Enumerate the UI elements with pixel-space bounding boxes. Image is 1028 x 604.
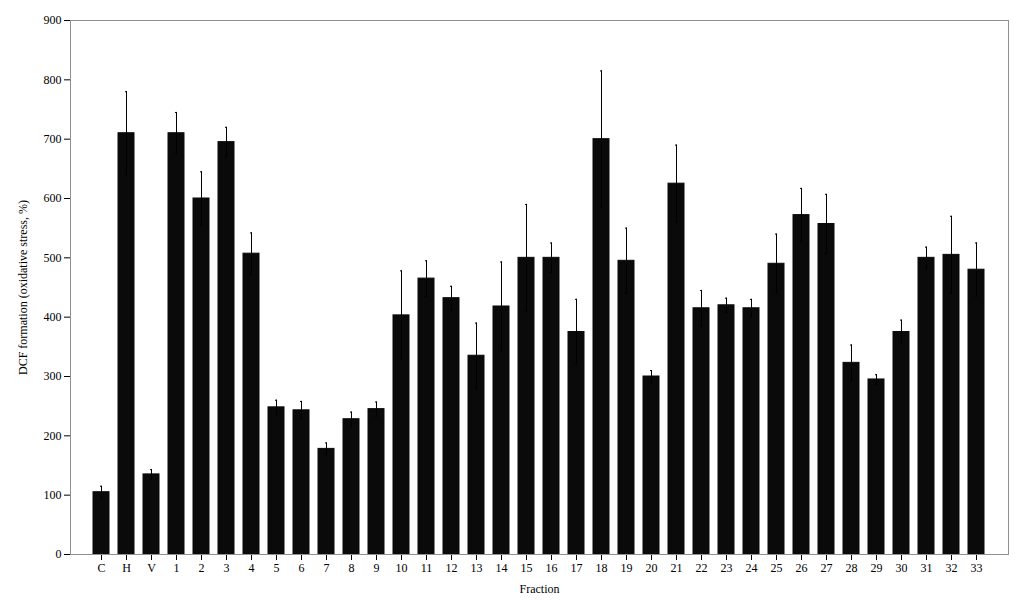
svg-text:31: 31 xyxy=(921,561,933,575)
svg-text:400: 400 xyxy=(44,310,62,324)
svg-text:8: 8 xyxy=(349,561,355,575)
svg-text:300: 300 xyxy=(44,369,62,383)
svg-text:Fraction: Fraction xyxy=(520,582,560,596)
svg-text:C: C xyxy=(97,561,105,575)
svg-text:2: 2 xyxy=(199,561,205,575)
svg-text:26: 26 xyxy=(796,561,808,575)
svg-text:27: 27 xyxy=(821,561,833,575)
svg-text:100: 100 xyxy=(44,488,62,502)
svg-text:500: 500 xyxy=(44,251,62,265)
svg-text:15: 15 xyxy=(521,561,533,575)
svg-text:23: 23 xyxy=(721,561,733,575)
svg-text:3: 3 xyxy=(224,561,230,575)
svg-text:19: 19 xyxy=(621,561,633,575)
svg-text:33: 33 xyxy=(971,561,983,575)
svg-text:29: 29 xyxy=(871,561,883,575)
svg-text:28: 28 xyxy=(846,561,858,575)
svg-text:16: 16 xyxy=(546,561,558,575)
svg-text:18: 18 xyxy=(596,561,608,575)
svg-text:30: 30 xyxy=(896,561,908,575)
svg-text:11: 11 xyxy=(421,561,433,575)
svg-text:H: H xyxy=(122,561,131,575)
svg-text:12: 12 xyxy=(446,561,458,575)
svg-text:13: 13 xyxy=(471,561,483,575)
svg-text:V: V xyxy=(147,561,156,575)
svg-text:200: 200 xyxy=(44,429,62,443)
svg-text:14: 14 xyxy=(496,561,508,575)
svg-text:20: 20 xyxy=(646,561,658,575)
svg-text:900: 900 xyxy=(44,13,62,27)
svg-text:32: 32 xyxy=(946,561,958,575)
svg-text:700: 700 xyxy=(44,132,62,146)
svg-text:17: 17 xyxy=(571,561,583,575)
svg-text:6: 6 xyxy=(299,561,305,575)
svg-text:10: 10 xyxy=(396,561,408,575)
svg-text:7: 7 xyxy=(324,561,330,575)
svg-text:25: 25 xyxy=(771,561,783,575)
svg-text:600: 600 xyxy=(44,191,62,205)
svg-text:5: 5 xyxy=(274,561,280,575)
svg-text:9: 9 xyxy=(374,561,380,575)
svg-text:24: 24 xyxy=(746,561,758,575)
svg-text:800: 800 xyxy=(44,73,62,87)
svg-text:21: 21 xyxy=(671,561,683,575)
svg-text:DCF formation (oxidative stres: DCF formation (oxidative stress, %) xyxy=(16,200,30,375)
svg-text:22: 22 xyxy=(696,561,708,575)
svg-text:1: 1 xyxy=(174,561,180,575)
svg-text:4: 4 xyxy=(249,561,255,575)
svg-text:0: 0 xyxy=(56,547,62,561)
